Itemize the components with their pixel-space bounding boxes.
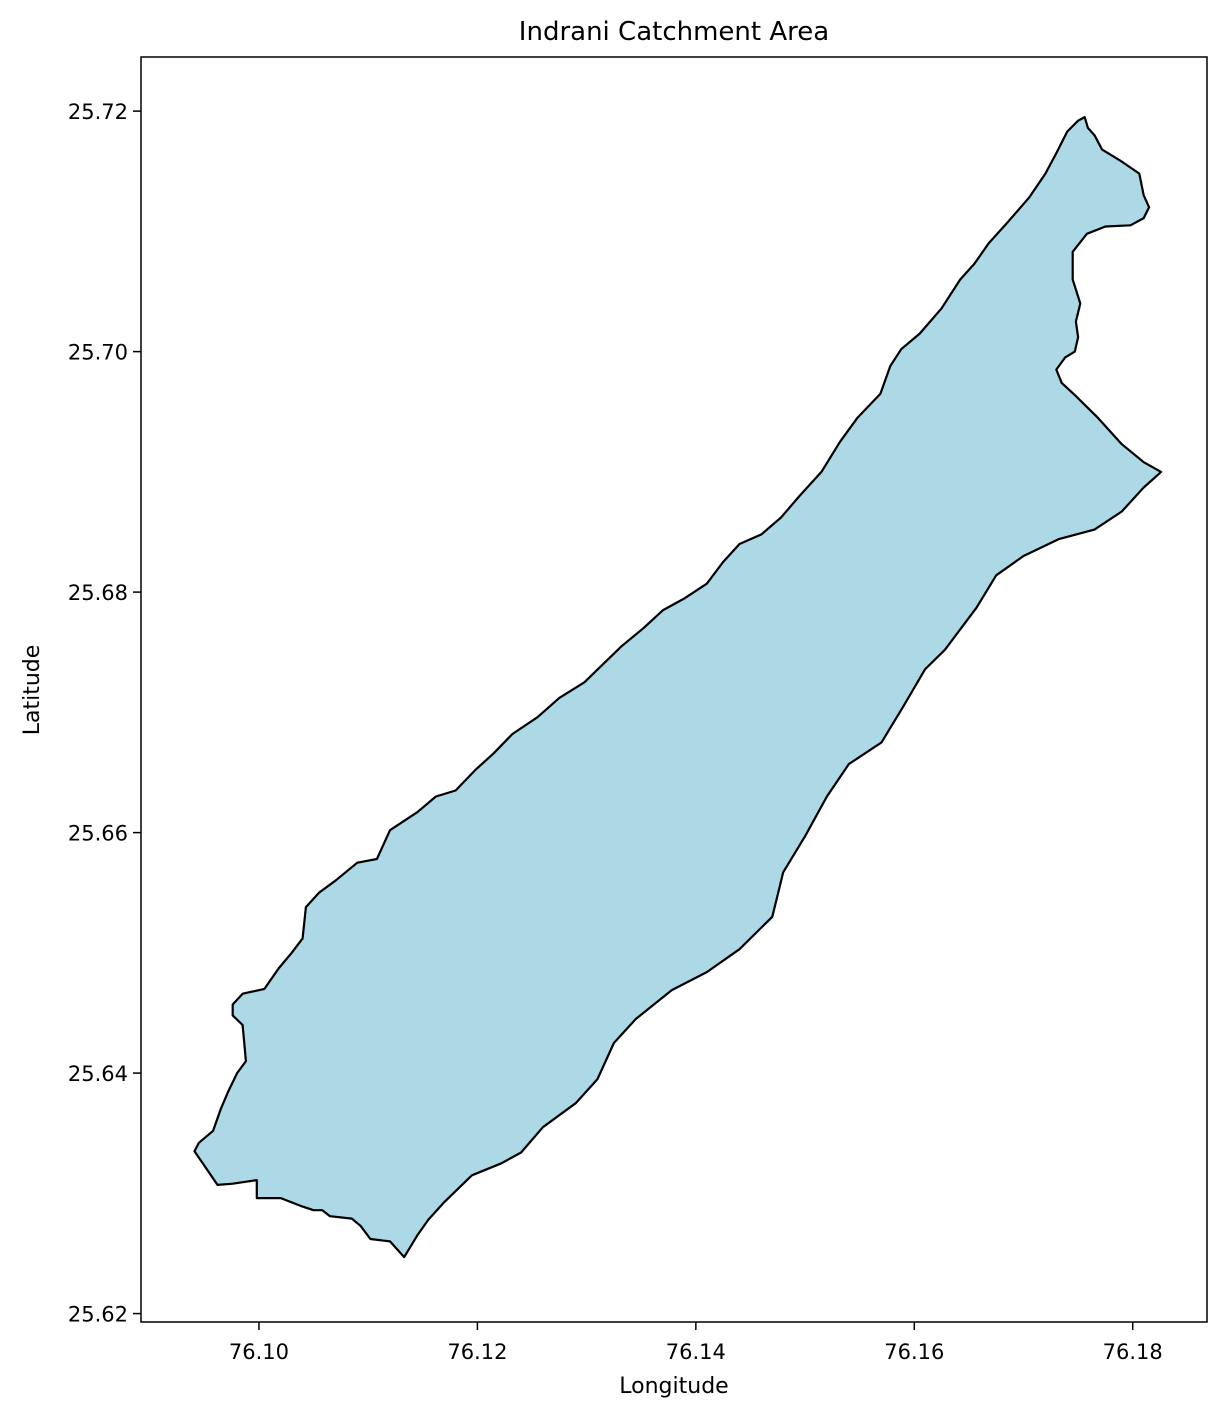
y-tick-label: 25.70	[68, 341, 128, 365]
map-title: Indrani Catchment Area	[519, 17, 829, 47]
axes-frame	[140, 56, 1208, 1323]
y-tick-label: 25.72	[68, 100, 128, 124]
x-tick-label: 76.18	[1103, 1340, 1163, 1364]
catchment-boundary-polygon	[193, 116, 1163, 1259]
x-axis-label: Longitude	[619, 1374, 728, 1399]
y-tick-label: 25.66	[68, 822, 128, 846]
x-tick-label: 76.16	[884, 1340, 944, 1364]
x-tick-label: 76.10	[229, 1340, 289, 1364]
plot-area	[193, 116, 1163, 1259]
y-tick-label: 25.68	[68, 581, 128, 605]
y-axis-label: Latitude	[20, 645, 45, 736]
x-tick-label: 76.14	[666, 1340, 726, 1364]
y-axis: 25.62 25.64 25.66 25.68 25.70 25.72	[68, 100, 141, 1327]
x-axis: 76.10 76.12 76.14 76.16 76.18	[229, 1322, 1163, 1364]
x-tick-label: 76.12	[447, 1340, 507, 1364]
y-tick-label: 25.64	[68, 1062, 128, 1086]
y-tick-label: 25.62	[68, 1303, 128, 1327]
